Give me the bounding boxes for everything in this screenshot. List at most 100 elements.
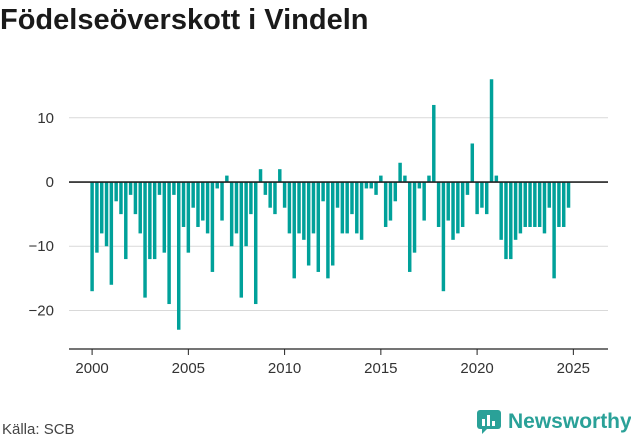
bar [355, 182, 359, 234]
bar [393, 182, 398, 202]
bar [263, 182, 268, 195]
bar [460, 182, 465, 227]
bar [201, 182, 205, 221]
bar [509, 182, 513, 260]
gridlines [69, 117, 608, 311]
bar [124, 182, 128, 260]
bar [278, 169, 282, 183]
brand-logo: Newsworthy [476, 409, 631, 435]
bar [537, 182, 542, 227]
bar [311, 182, 316, 234]
y-tick-label: −10 [29, 238, 54, 255]
bar [369, 182, 373, 189]
bar [533, 182, 537, 227]
bar [552, 182, 556, 279]
bar [557, 182, 561, 227]
bar [484, 182, 489, 215]
bar [374, 182, 378, 195]
bar [364, 182, 369, 189]
x-tick-label: 2015 [364, 360, 397, 377]
bar [330, 182, 335, 266]
bar [504, 182, 508, 260]
bar [383, 182, 388, 227]
bar [287, 182, 292, 234]
bar [99, 182, 104, 234]
bar [475, 182, 479, 215]
bar [412, 182, 417, 253]
bar [499, 182, 503, 240]
bar [302, 182, 306, 240]
y-tick-label: −20 [29, 302, 54, 319]
bar [547, 182, 552, 208]
x-tick-label: 2005 [172, 360, 205, 377]
bar [234, 182, 239, 234]
bar [446, 182, 450, 221]
bar [148, 182, 152, 260]
bar [138, 182, 142, 234]
bar [456, 182, 460, 234]
bar [340, 182, 345, 234]
bar [566, 182, 571, 208]
bar [220, 182, 224, 221]
bar [403, 175, 407, 183]
bar [427, 175, 431, 183]
bar [172, 182, 176, 195]
bar [225, 175, 229, 183]
bar [350, 182, 354, 215]
bar [326, 182, 330, 279]
bar [143, 182, 147, 298]
bar [297, 182, 301, 234]
bar [441, 182, 446, 292]
bar [528, 182, 532, 227]
x-tick-label: 2000 [75, 360, 108, 377]
bar [542, 182, 547, 234]
bar [268, 182, 272, 208]
bar [95, 182, 99, 253]
bar [205, 182, 210, 234]
bar [181, 182, 186, 227]
bar [306, 182, 311, 266]
bar [229, 182, 234, 247]
bar [186, 182, 191, 253]
bar [239, 182, 244, 298]
bar [109, 182, 114, 285]
bar [513, 182, 518, 240]
bar [432, 104, 436, 183]
bar [335, 182, 340, 208]
bar [133, 182, 138, 215]
y-tick-label: 0 [46, 174, 54, 191]
bar [210, 182, 215, 272]
bar [196, 182, 200, 227]
bar [407, 182, 412, 272]
bar [282, 182, 287, 208]
bar [215, 182, 219, 189]
bar [436, 182, 441, 227]
bar [489, 79, 494, 183]
bar [316, 182, 321, 272]
bar [480, 182, 484, 208]
bar [176, 182, 181, 330]
bar [152, 182, 157, 260]
bar [321, 182, 325, 202]
bar [292, 182, 296, 279]
bar [128, 182, 133, 195]
bar [359, 182, 364, 240]
brand-name: Newsworthy [508, 410, 631, 433]
page-title: Födelseöverskott i Vindeln [0, 4, 369, 36]
bar [119, 182, 123, 215]
bar [494, 175, 499, 183]
bar [104, 182, 109, 247]
bar [253, 182, 258, 305]
bar [523, 182, 527, 227]
bar [345, 182, 349, 234]
y-tick-label: 10 [37, 110, 54, 127]
bar [90, 182, 94, 292]
bar [167, 182, 171, 305]
bar [398, 162, 402, 183]
bar [518, 182, 523, 234]
bar [114, 182, 118, 202]
bar [191, 182, 195, 208]
bar [157, 182, 162, 195]
source-note: Källa: SCB [2, 421, 75, 438]
